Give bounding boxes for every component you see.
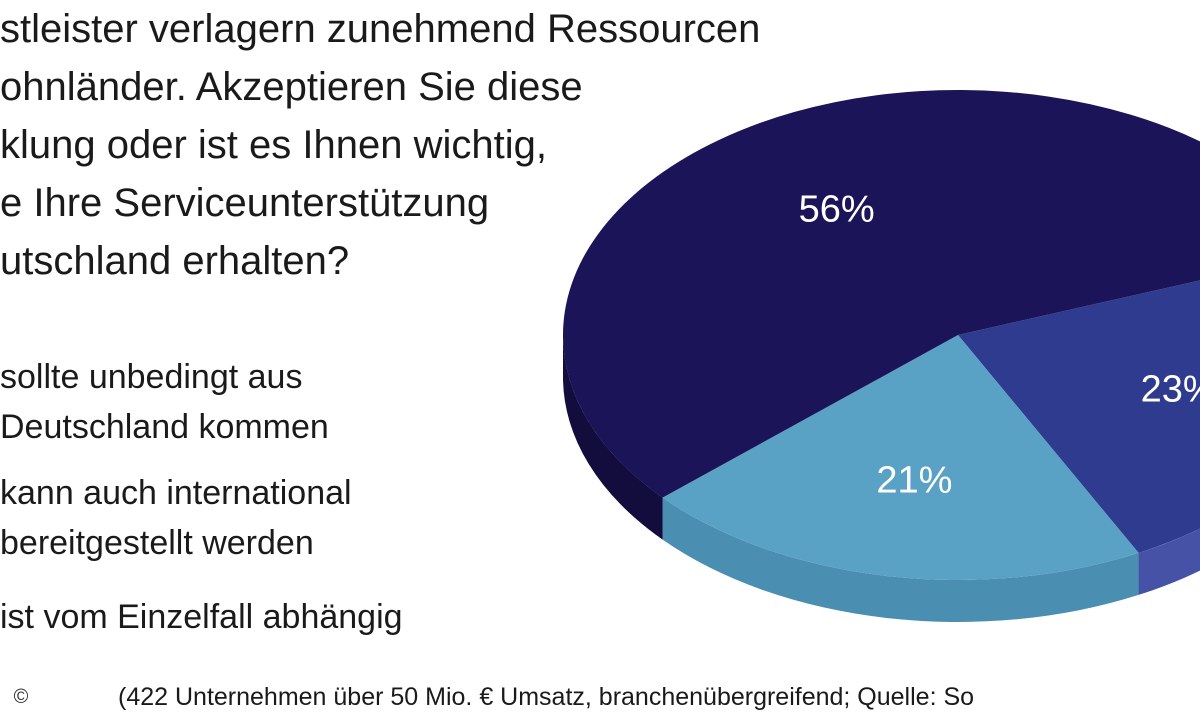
question-line: klung oder ist es Ihnen wichtig, (0, 123, 547, 167)
pie-side-walls (563, 335, 1200, 622)
source-footnote: (422 Unternehmen über 50 Mio. € Umsatz, … (118, 683, 975, 711)
pie-slice-side (1138, 528, 1200, 595)
legend-item-case-by-case: ist vom Einzelfall abhängig (0, 592, 403, 642)
legend-item-germany: sollte unbedingt aus Deutschland kommen (0, 352, 329, 452)
question-line: ohnländer. Akzeptieren Sie diese (0, 65, 583, 109)
pie-slice-label: 56% (799, 189, 875, 231)
pie-labels: 23% 21% 56% (799, 189, 1200, 502)
pie-slice-side (563, 335, 663, 540)
pie-slice (958, 280, 1200, 553)
pie-slice-label: 23% (1141, 369, 1200, 411)
legend-label: kann auch international (0, 474, 352, 512)
question-line: e Ihre Serviceunterstützung (0, 181, 490, 225)
question-line: utschland erhalten? (0, 239, 350, 283)
legend-label: sollte unbedingt aus (0, 358, 303, 396)
legend-label: ist vom Einzelfall abhängig (0, 598, 403, 636)
legend-item-international: kann auch international bereitgestellt w… (0, 468, 352, 568)
copyright-icon: © (13, 686, 29, 708)
legend-label: Deutschland kommen (0, 408, 329, 446)
legend-label: bereitgestellt werden (0, 524, 314, 562)
pie-slice-side (662, 497, 1139, 622)
pie-slice (662, 335, 1139, 580)
pie-slice-label: 21% (876, 459, 952, 501)
pie-slice (563, 90, 1200, 498)
survey-question: stleister verlagern zunehmend Ressourcen… (0, 0, 760, 290)
pie-slices (563, 90, 1200, 580)
question-line: stleister verlagern zunehmend Ressourcen (0, 7, 761, 51)
